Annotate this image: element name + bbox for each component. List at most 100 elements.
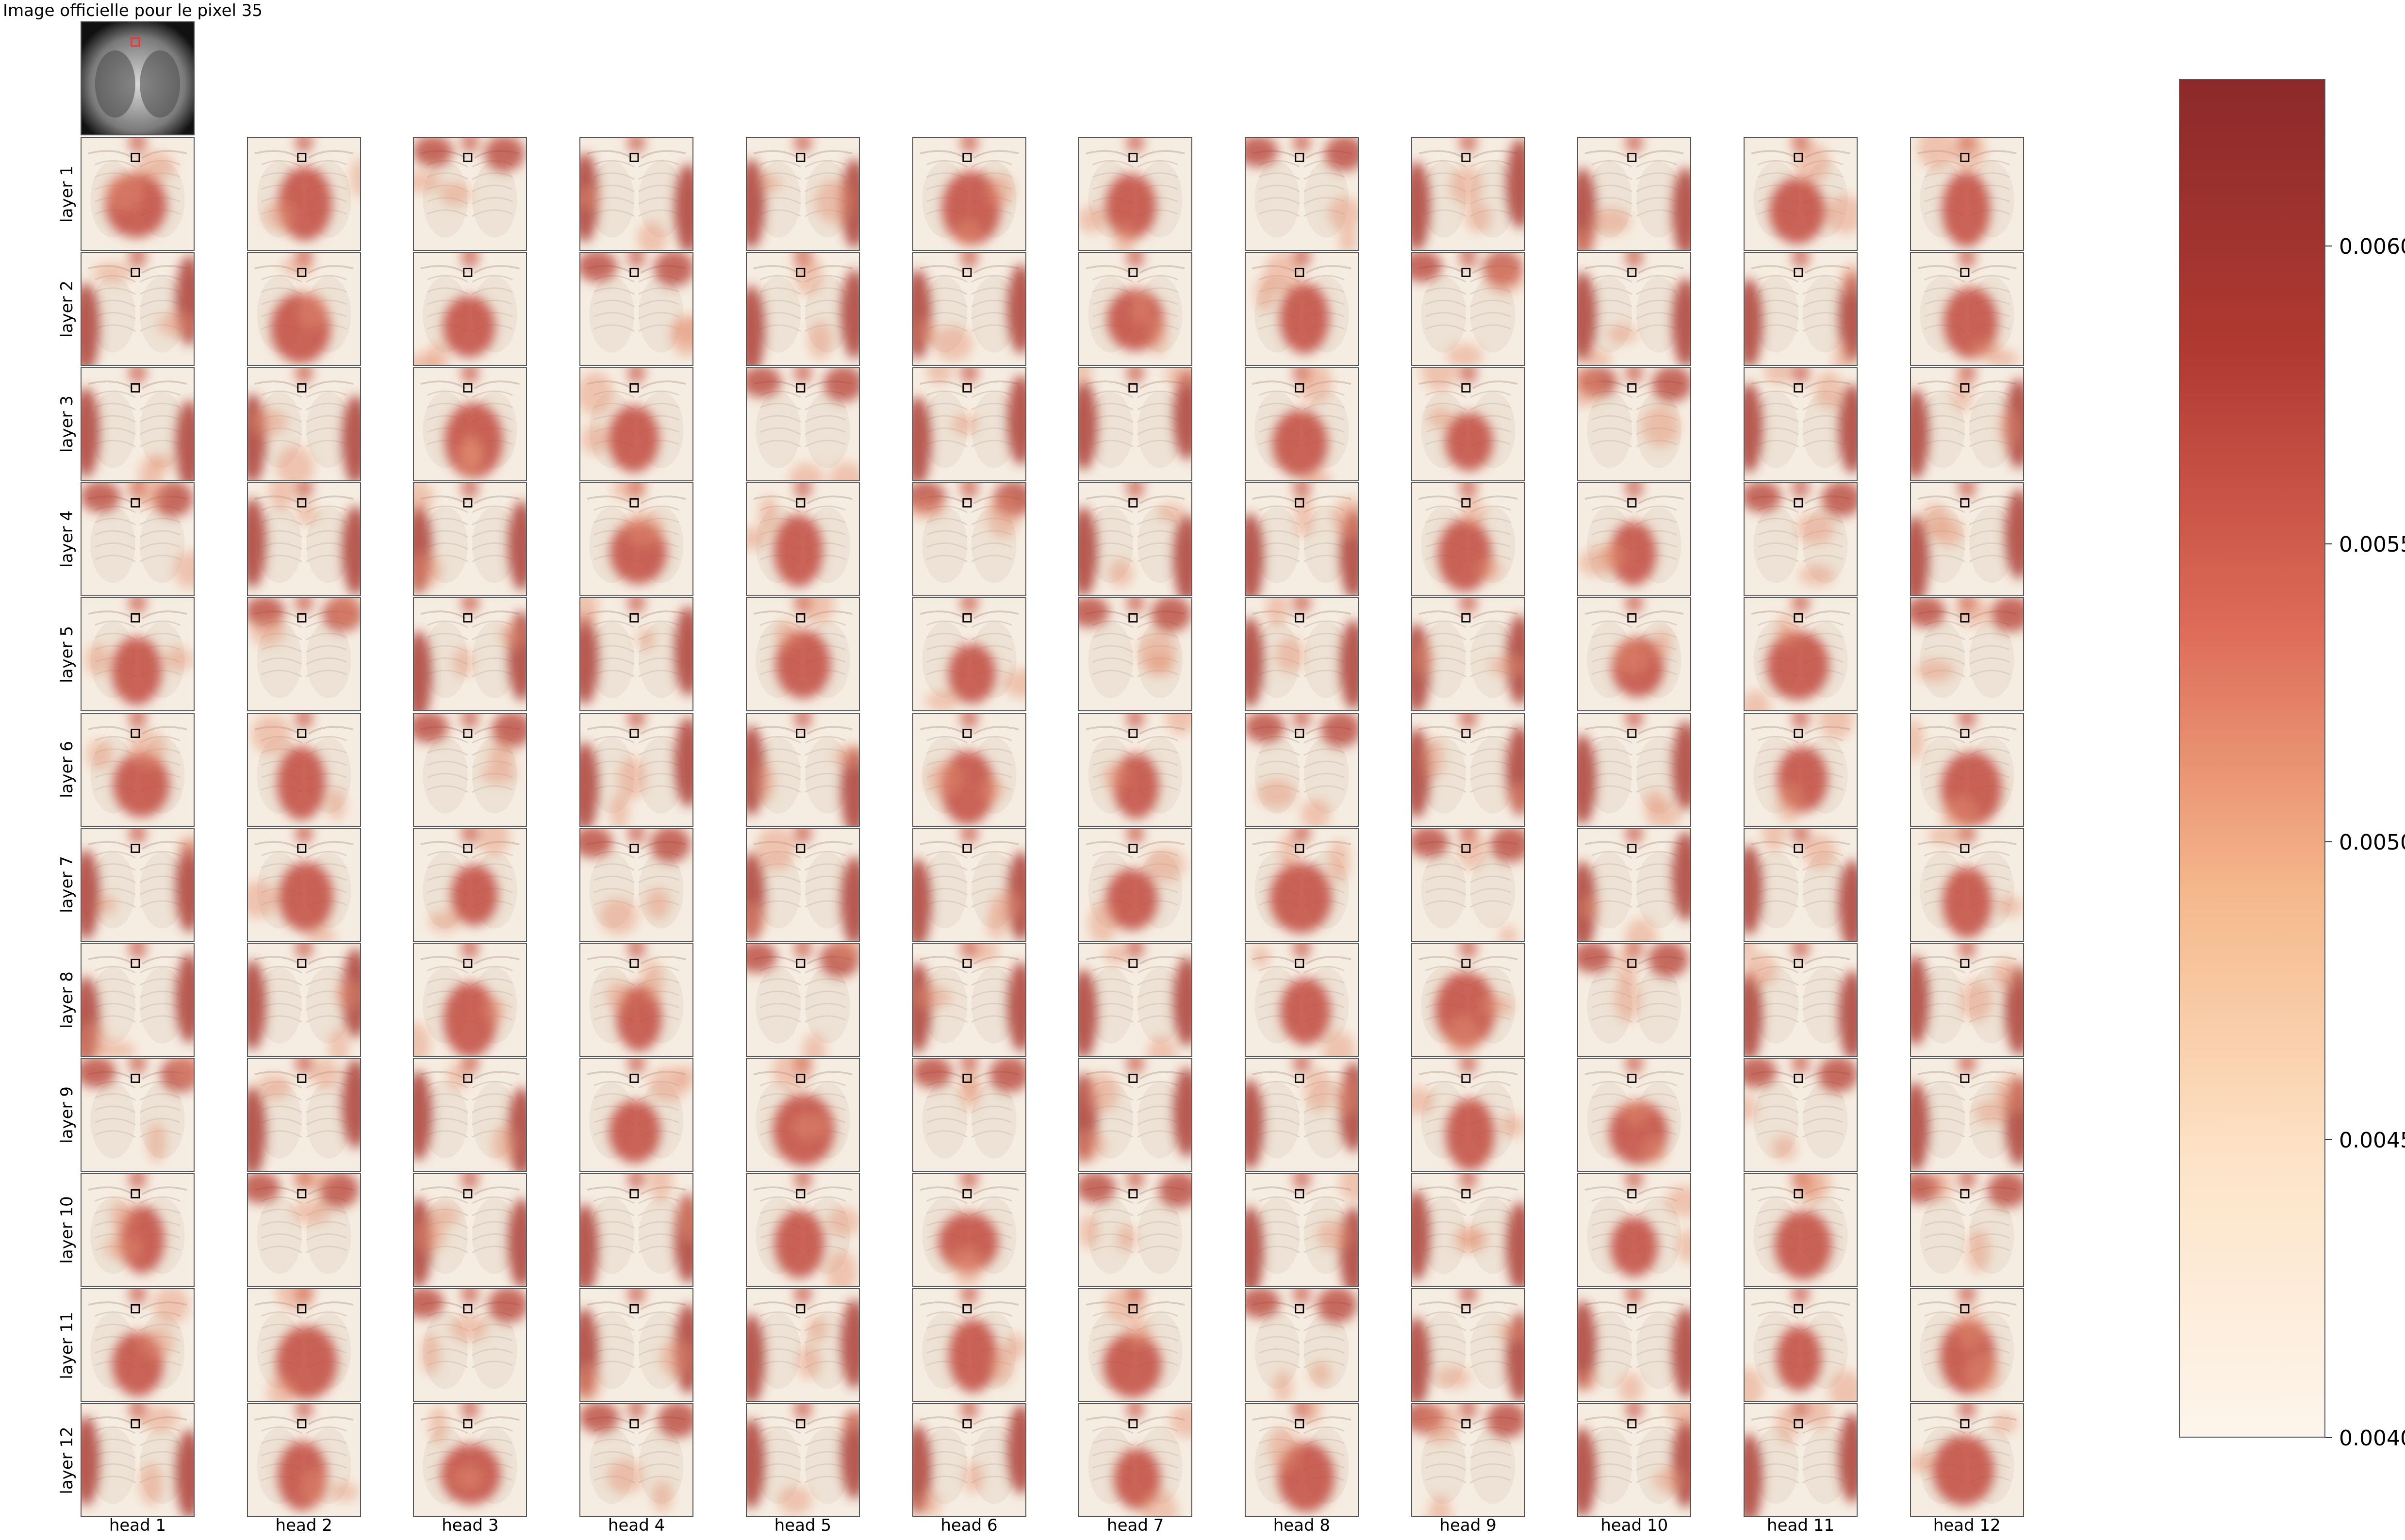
attention-map-cell [1411,943,1525,1057]
heatmap-image [1745,483,1857,595]
attention-map-cell [413,482,527,596]
colorbar-tick-mark [2325,543,2332,544]
attention-map-cell [1744,252,1858,366]
heatmap-image [1246,138,1358,250]
heatmap-image [1578,253,1690,365]
attention-map-cell [247,1058,361,1172]
heatmap-image [82,1404,194,1516]
row-label: layer 3 [52,367,82,481]
heatmap-image [913,368,1025,480]
heatmap-image [1246,483,1358,595]
row-label: layer 6 [52,713,82,827]
heatmap-image [248,368,360,480]
heatmap-image [913,1404,1025,1516]
column-label: head 8 [1245,1516,1359,1535]
heatmap-image [1079,1289,1191,1401]
heatmap-image [1246,944,1358,1056]
heatmap-image [1578,944,1690,1056]
attention-map-cell [579,597,693,711]
attention-map-cell [1411,137,1525,251]
row-label-text: layer 5 [57,626,77,683]
heatmap-image [248,598,360,710]
colorbar-tick-label: 0.0055 [2339,532,2405,557]
attention-map-cell [413,713,527,827]
heatmap-image [913,138,1025,250]
attention-map-cell [81,943,195,1057]
heatmap-image [747,598,859,710]
attention-map-cell [1078,252,1192,366]
attention-map-cell [1245,1403,1359,1517]
heatmap-image [580,598,692,710]
row-label-text: layer 9 [57,1086,77,1144]
attention-map-cell [1910,252,2024,366]
attention-map-cell [413,1288,527,1402]
row-label: layer 11 [52,1288,82,1402]
attention-map-cell [1744,1288,1858,1402]
attention-map-cell [1411,1173,1525,1287]
attention-map-cell [579,137,693,251]
attention-map-cell [413,943,527,1057]
heatmap-image [248,944,360,1056]
column-label: head 10 [1577,1516,1691,1535]
heatmap-image [580,714,692,826]
attention-map-cell [1744,943,1858,1057]
heatmap-image [1412,598,1524,710]
heatmap-image [1412,829,1524,941]
row-label-text: layer 3 [57,395,77,453]
attention-map-cell [1411,1403,1525,1517]
heatmap-image [580,368,692,480]
heatmap-image [1578,1174,1690,1286]
attention-map-cell [247,482,361,596]
attention-map-cell [1577,828,1691,942]
attention-map-cell [1910,137,2024,251]
heatmap-image [1412,1174,1524,1286]
row-label: layer 1 [52,137,82,251]
attention-map-cell [912,1288,1026,1402]
heatmap-image [747,1289,859,1401]
heatmap-image [1578,483,1690,595]
row-label-text: layer 8 [57,971,77,1029]
attention-map-cell [81,252,195,366]
heatmap-image [248,829,360,941]
attention-map-cell [81,713,195,827]
heatmap-image [414,1404,526,1516]
attention-map-cell [1910,828,2024,942]
row-label: layer 8 [52,943,82,1057]
attention-map-cell [413,1403,527,1517]
attention-map-cell [579,713,693,827]
heatmap-image [913,598,1025,710]
attention-map-cell [1577,252,1691,366]
attention-map-cell [1744,1058,1858,1172]
heatmap-image [1246,1174,1358,1286]
attention-map-cell [1577,1173,1691,1287]
heatmap-image [1079,714,1191,826]
attention-map-cell [1910,1173,2024,1287]
attention-map-cell [81,482,195,596]
attention-map-cell [912,1403,1026,1517]
column-label: head 6 [912,1516,1026,1535]
attention-map-cell [413,252,527,366]
row-label-text: layer 12 [57,1426,77,1494]
attention-map-cell [1078,1403,1192,1517]
attention-map-cell [247,943,361,1057]
attention-map-cell [746,1403,860,1517]
heatmap-image [1412,253,1524,365]
attention-map-cell [1744,597,1858,711]
attention-map-cell [1411,828,1525,942]
attention-map-cell [1245,482,1359,596]
attention-map-cell [247,252,361,366]
attention-map-cell [1245,943,1359,1057]
attention-map-cell [1577,482,1691,596]
attention-map-cell [1744,828,1858,942]
attention-map-cell [247,367,361,481]
attention-map-cell [912,252,1026,366]
heatmap-image [1911,1404,2023,1516]
heatmap-image [1079,138,1191,250]
heatmap-image [747,1174,859,1286]
heatmap-image [414,1289,526,1401]
heatmap-image [1412,483,1524,595]
attention-map-cell [247,1288,361,1402]
attention-map-cell [81,1288,195,1402]
heatmap-image [1079,944,1191,1056]
colorbar-tick-label: 0.0045 [2339,1128,2405,1153]
